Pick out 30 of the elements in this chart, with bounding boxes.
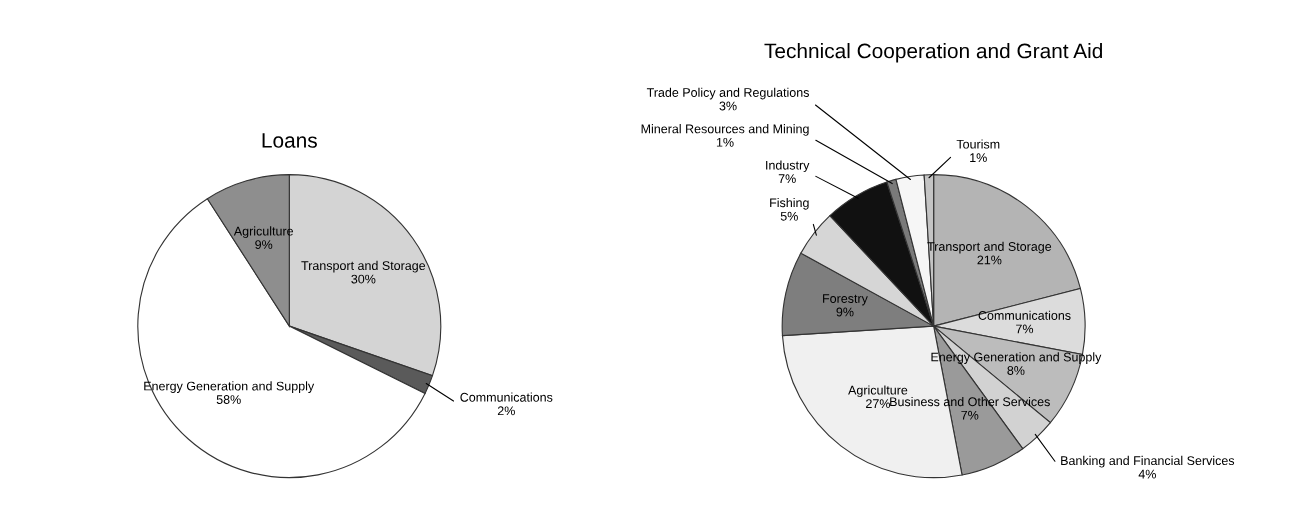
data-label: 2% bbox=[497, 406, 515, 416]
slice-label: Industry bbox=[766, 160, 810, 173]
data-label: 1% bbox=[716, 137, 734, 147]
data-label: 7% bbox=[778, 174, 796, 184]
slice-label: Communications bbox=[460, 392, 553, 402]
data-label: 9% bbox=[836, 307, 854, 317]
slice-label: Agriculture bbox=[848, 385, 908, 398]
slice-label: Communications bbox=[978, 310, 1071, 320]
data-label: 21% bbox=[977, 255, 1002, 265]
slice-label: Fishing bbox=[770, 197, 809, 210]
slice-label: Mineral Resources and Mining bbox=[641, 124, 809, 136]
data-label: 3% bbox=[719, 101, 737, 111]
slice-label: Forestry bbox=[823, 294, 868, 306]
data-label: 7% bbox=[961, 410, 979, 420]
slice-label: Banking and Financial Services bbox=[1061, 455, 1235, 468]
data-label: 27% bbox=[866, 399, 891, 408]
data-label: 1% bbox=[970, 153, 987, 163]
data-label: 7% bbox=[1016, 324, 1034, 334]
chart-title: Loans bbox=[262, 133, 317, 148]
slice-label: Tourism bbox=[956, 139, 1000, 149]
data-label: 4% bbox=[1138, 469, 1156, 479]
data-label: 5% bbox=[780, 211, 798, 221]
slice-label: Trade Policy and Regulations bbox=[646, 87, 809, 100]
data-label: 8% bbox=[1007, 366, 1025, 375]
data-label: 9% bbox=[255, 240, 273, 249]
data-label: 58% bbox=[216, 395, 241, 404]
data-label: 30% bbox=[351, 274, 376, 284]
chart-title: Technical Cooperation and Grant Aid bbox=[764, 43, 1102, 63]
slice-label: Energy Generation and Supply bbox=[144, 381, 315, 393]
slice-label: Transport and Storage bbox=[301, 260, 426, 273]
